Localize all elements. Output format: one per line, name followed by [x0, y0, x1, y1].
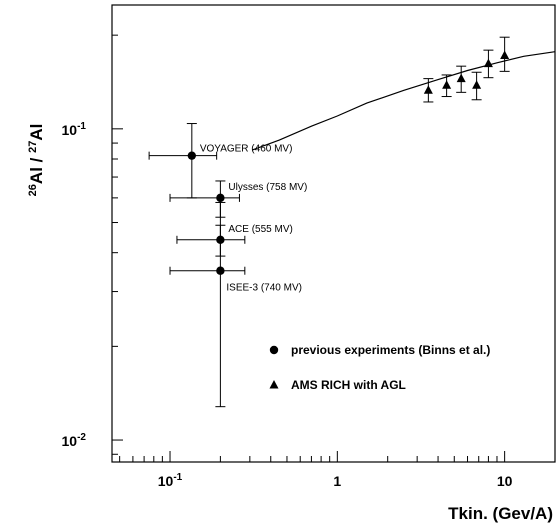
- point-label: VOYAGER (460 MV): [200, 144, 293, 155]
- legend-circle-marker: [269, 345, 279, 355]
- x-axis-label: Tkin. (Gev/A): [448, 504, 553, 523]
- axis-tick-labels: 10-1 1 10 10-1 10-2: [62, 121, 513, 489]
- previous-experiment-point: [148, 123, 218, 199]
- point-label: Ulysses (758 MV): [228, 182, 307, 193]
- legend-label: AMS RICH with AGL: [291, 378, 406, 392]
- ams-rich-point: [483, 49, 494, 79]
- circle-marker: [187, 151, 197, 160]
- triangle-marker: [423, 85, 433, 94]
- data-points: [148, 36, 510, 408]
- model-curve-line: [251, 51, 556, 151]
- point-label: ISEE-3 (740 MV): [226, 283, 302, 294]
- circle-marker: [216, 266, 225, 275]
- ams-rich-point: [471, 71, 482, 101]
- legend-triangle-marker: [269, 380, 279, 389]
- triangle-marker: [483, 58, 493, 68]
- point-annotations: VOYAGER (460 MV) Ulysses (758 MV) ACE (555…: [200, 144, 307, 294]
- ams-rich-point: [423, 78, 434, 103]
- x-tick-label: 10: [497, 473, 513, 489]
- y-tick-label: 10-2: [62, 432, 87, 449]
- point-label: ACE (555 MV): [228, 224, 292, 235]
- circle-marker: [216, 193, 225, 203]
- triangle-marker: [456, 73, 466, 83]
- x-tick-label: 10-1: [158, 472, 183, 489]
- x-tick-label: 1: [333, 473, 341, 489]
- ams-rich-point: [499, 36, 510, 72]
- triangle-marker: [500, 50, 510, 60]
- triangle-marker: [472, 80, 482, 89]
- legend: previous experiments (Binns et al.) AMS R…: [269, 343, 490, 392]
- axis-ticks: [112, 34, 556, 462]
- plot-frame: [111, 4, 556, 463]
- y-axis-label: 26Al / 27Al: [27, 124, 46, 197]
- ams-rich-point: [441, 74, 452, 98]
- triangle-marker: [442, 80, 452, 89]
- y-tick-label: 10-1: [62, 121, 87, 138]
- ams-rich-point: [456, 65, 467, 93]
- previous-experiment-point: [169, 201, 246, 408]
- legend-label: previous experiments (Binns et al.): [291, 343, 490, 357]
- model-curve: [251, 51, 556, 151]
